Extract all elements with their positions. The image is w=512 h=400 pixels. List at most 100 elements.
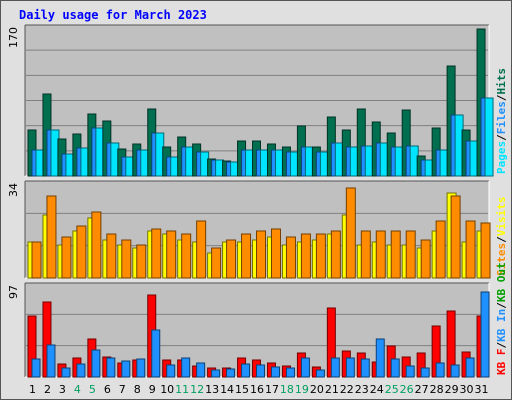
bar-sites-day-30 [465,220,476,279]
legend-kbytes: KB F/KB In/KB Out [495,262,508,375]
day-label-24: 24 [370,383,384,396]
bar-kb-in-day-12 [196,362,206,378]
bar-sites-day-3 [61,236,72,279]
day-label-3: 3 [59,383,66,396]
bar-kb-in-day-14 [226,368,236,378]
bar-kb-in-day-24 [375,338,385,378]
bar-kb-in-day-28 [435,362,445,378]
bar-sites-day-20 [315,233,326,279]
day-label-7: 7 [119,383,126,396]
day-label-16: 16 [250,383,264,396]
bar-sites-day-9 [151,228,162,279]
bar-kb-in-day-11 [181,357,191,378]
legend-entry: KB In [495,309,508,342]
day-label-15: 15 [235,383,249,396]
bar-kb-in-day-1 [31,358,41,378]
bar-sites-day-2 [46,195,57,279]
legend-visits_sites: Sites/Visits [495,197,508,277]
legend-entry: / [495,342,508,349]
legend-entry: / [495,236,508,243]
bar-sites-day-4 [76,225,87,279]
day-label-14: 14 [220,383,234,396]
day-label-23: 23 [355,383,369,396]
day-label-1: 1 [29,383,36,396]
bar-kb-in-day-21 [330,357,340,378]
bar-sites-day-12 [196,220,207,279]
bar-kb-in-day-30 [465,357,475,378]
bar-kb-in-day-26 [405,365,415,378]
bar-sites-day-14 [226,239,237,279]
day-label-28: 28 [430,383,444,396]
bar-kb-in-day-4 [76,363,86,378]
legend-entry: Visits [495,197,508,237]
bar-kb-in-day-23 [360,358,370,378]
chart-title: Daily usage for March 2023 [19,8,207,22]
panel-max-label: 34 [7,183,20,197]
bar-kb-in-day-20 [315,369,325,378]
bar-kb-in-day-10 [166,364,176,378]
bar-sites-day-6 [106,233,117,279]
bar-sites-day-13 [211,247,222,279]
bar-kb-in-day-9 [151,329,161,378]
day-label-21: 21 [325,383,339,396]
bar-kb-in-day-8 [136,358,146,378]
bar-kb-in-day-18 [285,367,295,378]
bar-sites-day-11 [181,233,192,279]
day-label-5: 5 [89,383,96,396]
day-label-18: 18 [280,383,294,396]
day-label-11: 11 [175,383,189,396]
day-label-31: 31 [475,383,489,396]
bar-kb-in-day-15 [241,363,251,378]
bar-sites-day-19 [300,233,311,279]
bar-kb-in-day-31 [480,291,490,378]
bar-sites-day-27 [420,239,431,279]
bar-kb-in-day-2 [46,344,56,378]
bar-sites-day-8 [136,244,147,279]
bar-sites-day-29 [450,195,461,279]
day-label-20: 20 [310,383,324,396]
bar-sites-day-1 [31,241,42,279]
panel-max-label: 170 [7,27,20,48]
bar-sites-day-25 [390,230,401,279]
legend-entry: Files [495,101,508,134]
bar-kb-in-day-17 [270,366,280,378]
bar-kb-in-day-5 [91,349,101,378]
day-label-10: 10 [160,383,174,396]
legend-entry: Sites [495,243,508,276]
day-label-4: 4 [74,383,81,396]
bar-sites-day-22 [345,187,356,279]
bar-kb-in-day-6 [106,357,116,378]
bar-kb-in-day-3 [61,367,71,378]
bar-sites-day-15 [241,233,252,279]
bar-sites-day-16 [256,230,267,279]
legend-hits_files_pages: Pages/Files/Hits [495,68,508,174]
day-label-8: 8 [134,383,141,396]
bar-sites-day-7 [121,239,132,279]
day-label-6: 6 [104,383,111,396]
bar-pages-day-31 [484,97,494,177]
bar-kb-in-day-29 [450,364,460,378]
bar-sites-day-28 [435,220,446,279]
bar-sites-day-24 [375,230,386,279]
legend-entry: KB F [495,349,508,376]
day-label-25: 25 [385,383,399,396]
day-label-19: 19 [295,383,309,396]
bar-sites-day-21 [330,230,341,279]
bar-sites-day-18 [285,236,296,279]
legend-entry: / [495,134,508,141]
bar-kb-in-day-27 [420,367,430,378]
day-label-2: 2 [44,383,51,396]
day-label-26: 26 [400,383,414,396]
day-label-29: 29 [445,383,459,396]
bar-sites-day-23 [360,230,371,279]
bar-kb-in-day-22 [345,357,355,378]
day-label-9: 9 [149,383,156,396]
bar-kb-in-day-13 [211,369,221,378]
legend-entry: Pages [495,141,508,174]
bar-sites-day-17 [270,228,281,279]
bar-kb-in-day-19 [300,357,310,378]
bar-kb-in-day-7 [121,360,131,378]
day-label-22: 22 [340,383,354,396]
bar-sites-day-10 [166,230,177,279]
